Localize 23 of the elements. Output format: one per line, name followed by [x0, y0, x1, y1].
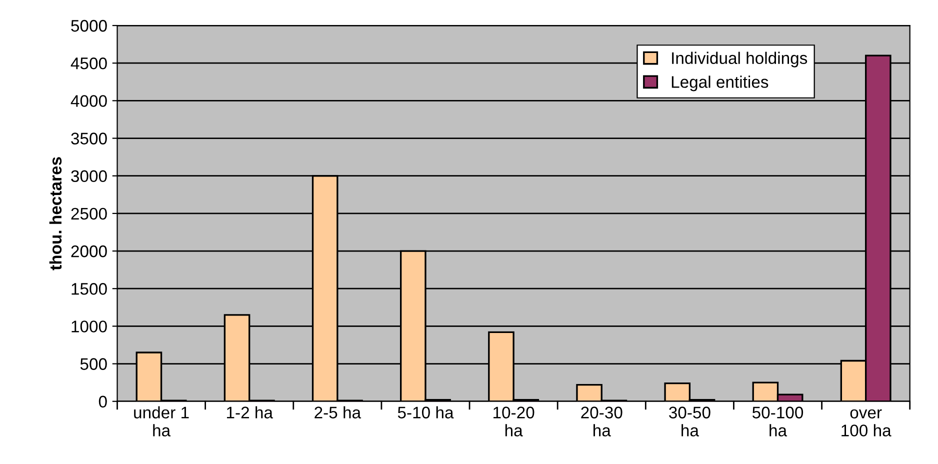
y-tick-label: 1500 [72, 283, 107, 295]
y-tick-label: 3000 [71, 170, 107, 182]
legend-label: Legal entities [672, 76, 768, 92]
x-tick-label: 50-100 ha [752, 406, 804, 436]
y-tick-label: 500 [80, 358, 107, 370]
x-tick-label: 10-20 ha [494, 406, 534, 436]
legend-label: Individual holdings [672, 52, 808, 68]
x-tick-label: 30-50 ha [669, 406, 710, 436]
y-tick-label: 1000 [72, 320, 107, 332]
y-tick-label: 0 [98, 396, 107, 408]
x-tick-label: over 100 ha [842, 409, 892, 436]
y-tick-label: 3500 [71, 132, 107, 144]
x-tick-label: 20-30 ha [581, 406, 622, 436]
x-tick-label: 5-10 ha [398, 406, 454, 418]
y-tick-label: 2000 [71, 245, 107, 258]
y-axis-title: thou. hectares [49, 157, 62, 270]
y-tick-label: 4000 [70, 95, 107, 107]
y-tick-label: 4500 [70, 58, 107, 70]
y-tick-label: 5000 [71, 20, 107, 32]
x-tick-label: under 1 ha [134, 406, 189, 436]
x-tick-label: 2-5 ha [314, 406, 362, 418]
x-tick-label: 1-2 ha [226, 406, 273, 418]
y-tick-label: 2500 [71, 208, 107, 220]
